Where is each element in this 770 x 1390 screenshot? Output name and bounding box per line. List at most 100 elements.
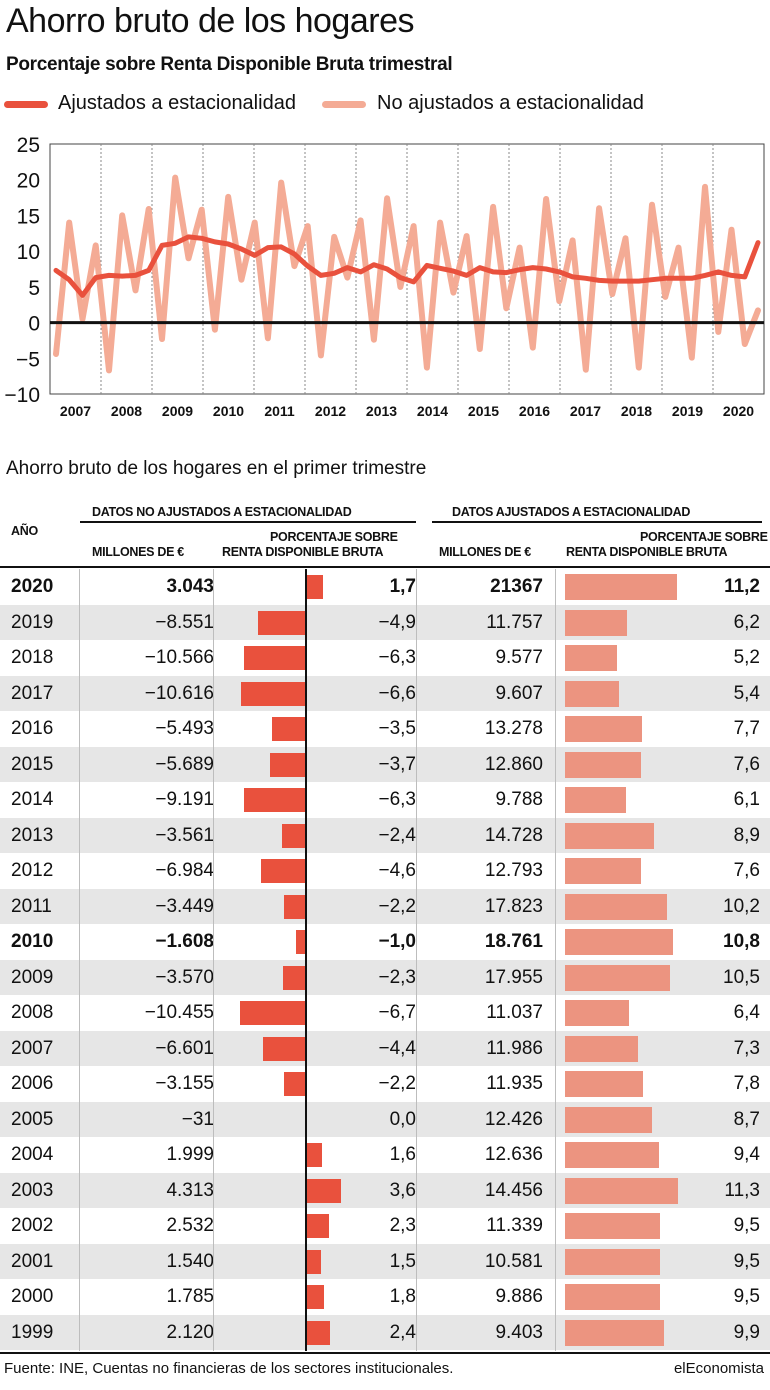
nsa-pct: −4,6: [378, 860, 416, 881]
sa-pct: 10,2: [723, 895, 760, 917]
sa-millones: 12.636: [484, 1144, 543, 1165]
nsa-pct: 1,7: [389, 576, 416, 597]
bar-adjusted-pct: [565, 574, 677, 600]
x-tick-label: 2011: [264, 403, 295, 419]
sa-pct: 7,6: [733, 860, 760, 881]
table-row: 2006 −3.155 −2,2 11.935 7,8: [0, 1066, 770, 1101]
nsa-millones: −31: [181, 1108, 214, 1130]
series-line-adjusted: [53, 234, 761, 298]
y-tick-label: 20: [17, 170, 40, 193]
table-row: 2009 −3.570 −2,3 17.955 10,5: [0, 959, 770, 995]
col-header-nsa-pct-1: PORCENTAJE SOBRE: [270, 530, 398, 544]
bar-adjusted-pct: [565, 1106, 652, 1133]
x-tick-label: 2010: [213, 403, 244, 419]
nsa-millones: 1.999: [166, 1144, 214, 1165]
nsa-millones: 3.043: [166, 576, 214, 597]
sa-millones: 18.761: [484, 931, 543, 952]
nsa-millones: −6.601: [155, 1037, 214, 1059]
group-underline-sa: [432, 521, 762, 523]
sa-millones: 17.955: [484, 966, 543, 988]
x-tick-label: 2012: [315, 403, 346, 419]
col-header-sa-pct-1: PORCENTAJE SOBRE: [640, 530, 768, 544]
bar-adjusted-pct: [565, 964, 670, 991]
bar-unadjusted-pct: [257, 610, 306, 635]
col-header-sa-pct-2: RENTA DISPONIBLE BRUTA: [566, 545, 728, 559]
row-year: 2004: [11, 1144, 54, 1165]
nsa-millones: −10.566: [144, 647, 214, 668]
bar-unadjusted-pct: [306, 1285, 324, 1309]
nsa-pct: −4,9: [378, 611, 416, 633]
bar-unadjusted-pct: [283, 965, 306, 990]
table-row: 2010 −1.608 −1,0 18.761 10,8: [0, 924, 770, 959]
bar-adjusted-pct: [565, 1213, 660, 1239]
bar-adjusted-pct: [565, 929, 673, 955]
nsa-millones: −5.493: [155, 718, 214, 739]
nsa-pct: −6,3: [378, 789, 416, 810]
bar-unadjusted-pct: [296, 930, 306, 954]
bar-adjusted-pct: [565, 1319, 664, 1346]
group-header-sa: DATOS AJUSTADOS A ESTACIONALIDAD: [452, 505, 691, 519]
x-tick-label: 2008: [111, 403, 142, 419]
legend-swatch-unadjusted: [322, 101, 366, 108]
sa-millones: 12.426: [484, 1108, 543, 1130]
nsa-pct: 1,5: [389, 1250, 416, 1272]
x-tick-label: 2016: [519, 403, 550, 419]
bar-adjusted-pct: [565, 1177, 678, 1204]
bar-unadjusted-pct: [306, 1214, 329, 1238]
table-row: 2012 −6.984 −4,6 12.793 7,6: [0, 853, 770, 888]
sa-pct: 10,8: [723, 931, 760, 952]
bar-unadjusted-pct: [306, 1249, 321, 1274]
sa-millones: 10.581: [484, 1250, 543, 1272]
bar-unadjusted-pct: [262, 1036, 306, 1061]
table-row: 2014 −9.191 −6,3 9.788 6,1: [0, 782, 770, 817]
nsa-millones: −1.608: [155, 931, 214, 952]
sa-pct: 9,9: [733, 1321, 760, 1343]
col-header-nsa-millones: MILLONES DE €: [92, 545, 184, 559]
y-tick-label: 25: [17, 134, 40, 157]
sa-pct: 7,6: [733, 753, 760, 775]
sa-pct: 5,2: [733, 647, 760, 668]
bar-adjusted-pct: [565, 1284, 660, 1310]
sa-pct: 6,2: [733, 611, 760, 633]
col-header-nsa-pct-2: RENTA DISPONIBLE BRUTA: [222, 545, 384, 559]
nsa-pct: −6,6: [378, 682, 416, 704]
bar-adjusted-pct: [565, 822, 654, 849]
bar-unadjusted-pct: [244, 646, 306, 670]
nsa-millones: −3.570: [155, 966, 214, 988]
row-year: 2001: [11, 1250, 54, 1272]
sa-millones: 14.456: [484, 1179, 543, 1201]
nsa-pct: −2,2: [378, 895, 416, 917]
row-year: 2012: [11, 860, 54, 881]
table-row: 2007 −6.601 −4,4 11.986 7,3: [0, 1030, 770, 1066]
nsa-millones: −6.984: [155, 860, 214, 881]
table-row: 2008 −10.455 −6,7 11.037 6,4: [0, 995, 770, 1030]
table-row: 2000 1.785 1,8 9.886 9,5: [0, 1279, 770, 1314]
y-tick-label: 15: [17, 205, 40, 228]
bar-unadjusted-pct: [260, 859, 306, 883]
x-tick-label: 2015: [468, 403, 499, 419]
row-year: 2009: [11, 966, 54, 988]
bar-adjusted-pct: [565, 787, 626, 813]
nsa-pct: −2,3: [378, 966, 416, 988]
nsa-pct: −4,4: [378, 1037, 416, 1059]
sa-pct: 11,2: [724, 576, 760, 597]
sa-pct: 6,1: [733, 789, 760, 810]
bar-adjusted-pct: [565, 751, 641, 778]
column-divider: [555, 569, 556, 1351]
sa-pct: 9,5: [733, 1215, 760, 1236]
sa-millones: 9.403: [495, 1321, 543, 1343]
bar-unadjusted-pct: [269, 752, 306, 777]
table-row: 2011 −3.449 −2,2 17.823 10,2: [0, 888, 770, 924]
sa-millones: 14.728: [484, 824, 543, 846]
sa-millones: 9.607: [495, 682, 543, 704]
x-tick-label: 2020: [723, 403, 754, 419]
bar-adjusted-pct: [565, 1035, 638, 1062]
legend-label-unadjusted: No ajustados a estacionalidad: [377, 92, 644, 114]
bar-unadjusted-pct: [306, 1143, 322, 1167]
nsa-millones: 2.532: [166, 1215, 214, 1236]
row-year: 2013: [11, 824, 54, 846]
table-row: 2002 2.532 2,3 11.339 9,5: [0, 1208, 770, 1243]
bar-adjusted-pct: [565, 645, 617, 671]
y-tick-label: 0: [28, 313, 40, 336]
